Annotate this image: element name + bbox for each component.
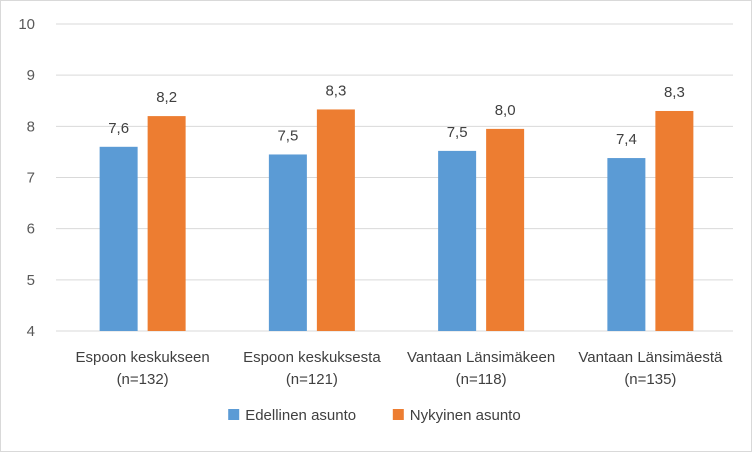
data-label: 8,0 (495, 102, 516, 119)
x-tick-label: Vantaan Länsimäkeen (407, 349, 555, 366)
bar (99, 146, 138, 331)
bar (655, 110, 694, 331)
y-tick-label: 10 (18, 16, 35, 33)
bar (268, 154, 307, 331)
bar (607, 158, 646, 331)
x-tick-label: Espoon keskuksesta (243, 349, 381, 366)
data-label: 7,5 (277, 127, 298, 144)
bar (438, 150, 477, 331)
x-tick-label: (n=121) (286, 371, 338, 388)
data-label: 7,5 (447, 124, 468, 141)
y-tick-label: 5 (27, 272, 35, 289)
data-label: 7,4 (616, 131, 637, 148)
x-tick-label: (n=132) (117, 371, 169, 388)
data-label: 8,3 (664, 84, 685, 101)
y-tick-label: 7 (27, 170, 35, 187)
y-tick-label: 9 (27, 67, 35, 84)
y-tick-label: 8 (27, 118, 35, 135)
x-tick-label: (n=135) (624, 371, 676, 388)
x-tick-label: Vantaan Länsimäestä (578, 349, 723, 366)
legend-label: Nykyinen asunto (410, 407, 521, 424)
legend-swatch (228, 409, 240, 420)
bar (486, 128, 525, 331)
legend-swatch (392, 409, 404, 420)
data-label: 8,2 (156, 89, 177, 106)
bar (316, 109, 355, 331)
data-label: 7,6 (108, 120, 129, 137)
y-tick-label: 6 (27, 221, 35, 238)
y-tick-label: 4 (27, 323, 35, 340)
bar (147, 116, 186, 331)
x-tick-label: (n=118) (456, 371, 507, 388)
legend-label: Edellinen asunto (245, 407, 356, 424)
x-tick-label: Espoon keskukseen (75, 349, 209, 366)
data-label: 8,3 (325, 82, 346, 99)
